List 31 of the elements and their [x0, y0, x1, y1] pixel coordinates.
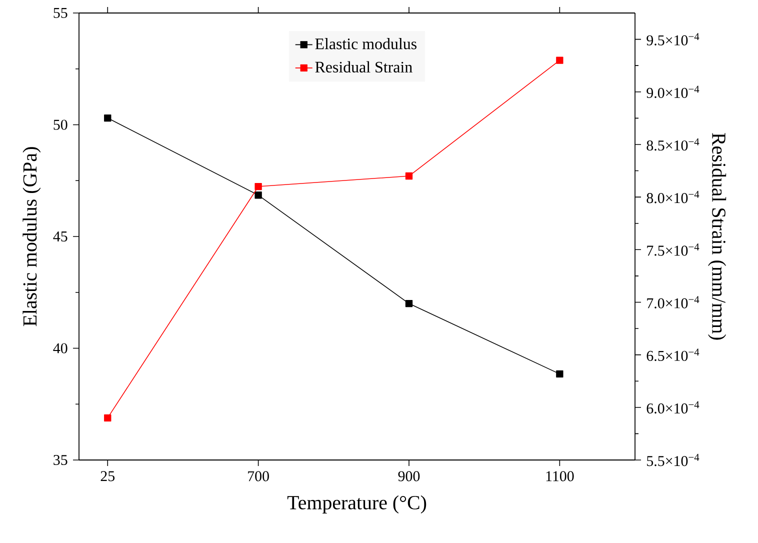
y-axis-title: Elastic modulus (GPa)	[22, 147, 41, 326]
legend-label: Elastic modulus	[315, 38, 416, 50]
y2-tick-label: 9.5×10$^{−4}$	[646, 33, 700, 46]
point	[405, 172, 413, 180]
point	[254, 182, 262, 190]
y-tick-label: 35	[54, 454, 68, 466]
y2-tick-label: 8.5×10$^{−4}$	[646, 138, 700, 151]
y2-tick-label: 6.0×10$^{−4}$	[646, 401, 700, 414]
y2-tick-label: 7.0×10$^{−4}$	[647, 296, 700, 308]
point	[104, 114, 112, 122]
y2-tick-label: 9.0×10$^{−4}$	[646, 86, 700, 98]
legend-label: Residual Strain	[315, 61, 412, 73]
x-tick-label: 900	[398, 471, 420, 482]
y-tick-label: 50	[54, 120, 68, 130]
point	[254, 192, 262, 199]
point	[104, 414, 112, 422]
y2-tick-label: 6.5×10$^{−4}$	[646, 348, 700, 361]
y2-tick-label: 5.5×10$^{−4}$	[647, 454, 700, 466]
point	[556, 56, 564, 64]
x-tick-label: 700	[248, 471, 269, 482]
y2-tick-label: 8.0×10$^{−4}$	[646, 190, 700, 204]
x-tick-label: 1100	[546, 471, 574, 482]
y2-tick-label: 7.5×10$^{−4}$	[647, 244, 700, 256]
x-axis-title: Temperature (°C)	[287, 495, 426, 514]
x-tick-label: 25	[100, 471, 115, 482]
point	[556, 370, 564, 378]
point	[405, 300, 413, 308]
y-tick-label: 55	[54, 8, 68, 18]
y2-axis-title: Residual Strain (mm/mm)	[708, 133, 726, 340]
y-tick-label: 40	[53, 343, 68, 354]
y-tick-label: 45	[53, 232, 68, 242]
